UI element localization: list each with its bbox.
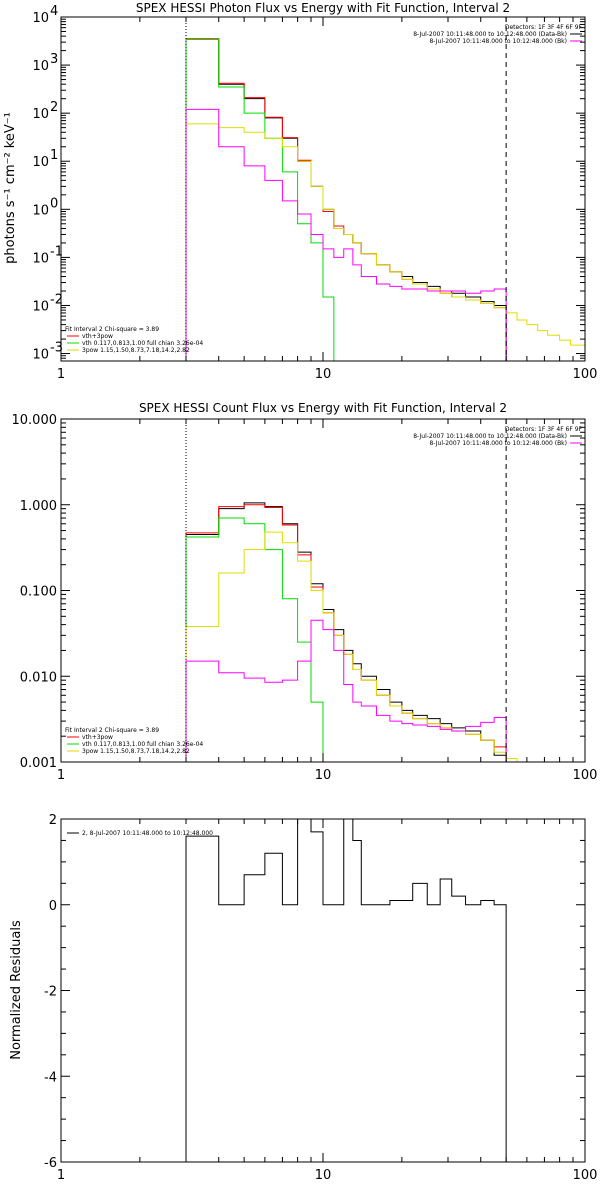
header-line: 8-Jul-2007 10:11:48.000 to 10:12:48.000 …: [413, 31, 567, 38]
series-bk: [185, 619, 507, 762]
header-line: Detectors: 1F 3F 4F 6F 9F: [505, 426, 583, 433]
legend-title: Fit Interval 2 Chi-square = 3.89: [65, 727, 159, 734]
series-vth: [185, 517, 334, 762]
count-panel-title: SPEX HESSI Count Flux vs Energy with Fit…: [139, 401, 507, 415]
y-tick-label-exponent: 1: [50, 148, 58, 163]
y-tick-label: 10: [32, 251, 49, 266]
series-3pow: [185, 531, 527, 762]
y-tick-label: -2: [44, 985, 57, 1000]
x-tick-label: 10: [315, 768, 332, 783]
y-tick-label: 10: [32, 203, 49, 218]
y-tick-label: 2: [49, 813, 57, 828]
photon-panel-title: SPEX HESSI Photon Flux vs Energy with Fi…: [136, 1, 510, 15]
y-tick-label: 0.100: [20, 585, 57, 600]
legend-entry: vth+3pow: [82, 734, 113, 741]
y-tick-label: 10.000: [12, 413, 58, 428]
data-layer: [185, 819, 507, 1162]
y-tick-label: 0.010: [20, 670, 57, 685]
y-tick-label: 10: [32, 348, 49, 363]
y-tick-label: -4: [44, 1070, 57, 1085]
residuals-y-axis-label: Normalized Residuals: [9, 920, 24, 1060]
header-line: 8-Jul-2007 10:11:48.000 to 10:12:48.000 …: [429, 440, 567, 447]
y-tick-label: 0.001: [20, 756, 57, 771]
y-tick-label: 10: [32, 155, 49, 170]
series-vth-3pow: [185, 504, 507, 762]
y-tick-label-exponent: -2: [50, 292, 63, 307]
x-tick-label: 10: [315, 367, 332, 382]
series-3pow: [185, 123, 585, 361]
count-flux-panel: SPEX HESSI Count Flux vs Energy with Fit…: [12, 401, 598, 783]
y-tick-label: 10: [32, 59, 49, 74]
legend-title: Fit Interval 2 Chi-square = 3.89: [65, 326, 159, 333]
x-tick-label: 100: [573, 1168, 598, 1183]
y-tick-label-exponent: 2: [50, 100, 58, 115]
y-tick-label: 1.000: [20, 499, 57, 514]
y-tick-label: 10: [32, 11, 49, 26]
series-vth: [185, 39, 344, 361]
x-tick-label: 100: [573, 367, 598, 382]
series-data-bk: [185, 502, 507, 762]
data-layer: [185, 502, 527, 762]
x-tick-label: 1: [57, 768, 65, 783]
y-tick-label-exponent: 4: [50, 4, 58, 19]
photon-flux-panel: SPEX HESSI Photon Flux vs Energy with Fi…: [3, 1, 597, 382]
x-tick-label: 10: [315, 1168, 332, 1183]
legend-entry: 2, 8-Jul-2007 10:11:48.000 to 10:12:48.0…: [82, 830, 213, 837]
legend-entry: vth+3pow: [82, 333, 113, 340]
header-line: 8-Jul-2007 10:11:48.000 to 10:12:48.000 …: [429, 38, 567, 45]
y-tick-label: -6: [44, 1156, 57, 1171]
photon-y-axis-label: photons s⁻¹ cm⁻² keV⁻¹: [3, 112, 18, 264]
data-layer: [185, 38, 585, 361]
header-line: 8-Jul-2007 10:11:48.000 to 10:12:48.000 …: [413, 433, 567, 440]
series-residual: [185, 819, 507, 1162]
y-tick-label: 10: [32, 299, 49, 314]
y-tick-label: 0: [49, 899, 57, 914]
x-tick-label: 100: [573, 768, 598, 783]
legend-entry: 3pow 1.15,1.50,8.73,7.18,14.2,2.82: [82, 748, 190, 755]
x-tick-label: 1: [57, 367, 65, 382]
y-tick-label-exponent: -3: [50, 341, 63, 356]
legend-entry: vth 0.117,0.813,1.00 full chian 3.26e-04: [82, 741, 203, 748]
y-tick-label: 10: [32, 107, 49, 122]
legend-entry: vth 0.117,0.813,1.00 full chian 3.26e-04: [82, 340, 203, 347]
y-tick-label-exponent: -1: [50, 244, 63, 259]
residuals-panel: Normalized Residuals 1 10 100 2 0 -2 -4 -6 2, 8-…: [9, 813, 597, 1183]
x-tick-label: 1: [57, 1168, 65, 1183]
legend-entry: 3pow 1.15,1.50,8.73,7.18,14.2,2.82: [82, 347, 190, 354]
y-tick-label-exponent: 0: [50, 196, 58, 211]
series-bk: [185, 108, 507, 361]
y-tick-label-exponent: 3: [50, 52, 58, 67]
header-line: Detectors: 1F 3F 4F 6F 9F: [505, 24, 583, 31]
